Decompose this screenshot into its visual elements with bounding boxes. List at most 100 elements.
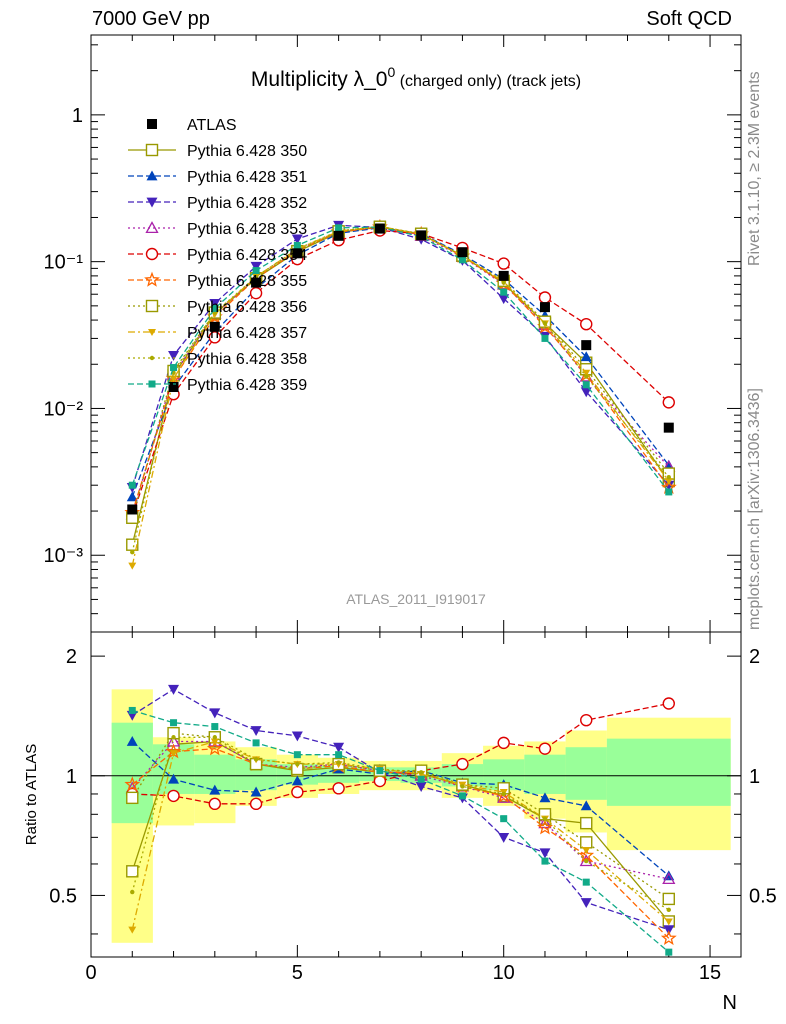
- data-point: [211, 304, 219, 312]
- legend-label: ATLAS: [187, 117, 237, 134]
- data-point: [126, 491, 138, 502]
- y-tick-label: 10⁻³: [44, 545, 84, 567]
- y-axis-main: 10⁻³ 10⁻² 10⁻¹ 1: [44, 44, 741, 633]
- legend-marker: [148, 329, 156, 336]
- data-point: [168, 350, 180, 361]
- ratio-point: [501, 791, 506, 797]
- ratio-point: [124, 776, 141, 792]
- data-point: [665, 488, 673, 496]
- ratio-point: [580, 898, 592, 908]
- data-point: [538, 291, 552, 304]
- ratio-point: [415, 782, 427, 792]
- y-tick-label: 10⁻²: [44, 398, 84, 420]
- ratio-point: [539, 848, 551, 859]
- ratio-point: [128, 926, 137, 934]
- series-355: [124, 218, 677, 520]
- legend-item: Pythia 6.428 358: [128, 351, 307, 368]
- data-point: [666, 475, 671, 480]
- x-axis-label: N: [723, 992, 737, 1014]
- data-point: [292, 248, 303, 259]
- ratio-point: [417, 775, 425, 783]
- chart-title: Multiplicity λ_00 (charged only) (track …: [251, 64, 581, 91]
- data-point: [127, 504, 138, 515]
- legend-label: Pythia 6.428 359: [187, 377, 307, 394]
- ratio-point: [209, 708, 221, 719]
- data-point: [374, 223, 385, 234]
- ratio-point: [336, 760, 341, 765]
- data-point: [582, 381, 590, 389]
- ratio-point: [665, 948, 673, 956]
- ratio-point: [418, 770, 424, 775]
- header-process: Soft QCD: [646, 8, 732, 30]
- data-point: [458, 256, 466, 264]
- ratio-y-axis-label: Ratio to ATLAS: [23, 744, 40, 845]
- ratio-point: [580, 800, 592, 811]
- ratio-point: [497, 736, 510, 750]
- data-point: [335, 224, 343, 232]
- legend-item: Pythia 6.428 359: [128, 377, 307, 394]
- ratio-point: [168, 773, 180, 784]
- data-point: [580, 351, 592, 362]
- data-point: [250, 261, 262, 272]
- ratio-point: [498, 832, 510, 843]
- y-tick-label: 1: [72, 105, 83, 127]
- legend-marker: [145, 299, 159, 313]
- y-tick-label: 10⁻¹: [44, 252, 84, 274]
- ratio-point: [458, 792, 466, 800]
- ratio-point: [538, 742, 552, 755]
- legend-item: Pythia 6.428 353: [128, 221, 307, 238]
- data-point: [498, 294, 510, 305]
- data-point: [293, 241, 301, 249]
- y-tick-label: 1: [66, 766, 77, 788]
- legend-marker: [145, 247, 159, 261]
- data-point: [662, 396, 675, 409]
- data-point: [209, 298, 221, 309]
- ratio-point: [333, 742, 345, 753]
- ratio-point: [250, 726, 262, 736]
- ratio-point: [208, 797, 222, 811]
- ratio-point: [580, 836, 593, 849]
- legend-item: Pythia 6.428 356: [128, 299, 307, 316]
- data-point: [251, 277, 262, 288]
- data-point: [498, 270, 509, 281]
- legend-marker: [144, 271, 160, 287]
- legend-marker: [145, 143, 159, 157]
- data-point: [539, 302, 550, 313]
- ratio-point: [209, 784, 221, 795]
- band-inner-bin: [524, 754, 566, 794]
- data-point: [581, 340, 592, 351]
- ratio-point: [542, 816, 548, 821]
- ratio-point: [662, 892, 675, 906]
- y-tick-label: 2: [66, 646, 77, 668]
- data-point: [333, 230, 344, 241]
- ratio-point: [541, 857, 549, 865]
- legend-label: Pythia 6.428 354: [187, 247, 307, 264]
- ratio-point: [126, 865, 139, 878]
- y-tick-label-right: 0.5: [749, 885, 777, 907]
- y-tick-label: 0.5: [49, 885, 77, 907]
- ratio-point: [582, 847, 591, 855]
- data-point: [542, 321, 548, 326]
- ratio-point: [580, 713, 593, 727]
- data-point: [252, 267, 260, 275]
- legend: ATLAS Pythia 6.428 350 Pythia 6.428 351 Pyt…: [128, 117, 307, 394]
- series-atlas: [127, 223, 674, 515]
- data-point: [291, 234, 303, 245]
- ratio-point: [584, 858, 589, 864]
- data-point: [169, 375, 178, 383]
- ratio-point: [130, 889, 135, 895]
- legend-item: Pythia 6.428 352: [128, 195, 307, 212]
- data-point: [580, 387, 592, 398]
- legend-label: Pythia 6.428 357: [187, 325, 307, 342]
- ratio-point: [500, 815, 508, 823]
- data-point: [457, 247, 468, 258]
- x-tick-label: 15: [699, 962, 721, 984]
- legend-item: Pythia 6.428 351: [128, 169, 307, 186]
- x-tick-label: 5: [292, 962, 303, 984]
- legend-item: ATLAS: [147, 117, 237, 134]
- ratio-point: [295, 761, 300, 767]
- ratio-point: [170, 719, 178, 727]
- ratio-point: [126, 735, 138, 746]
- ratio-point: [252, 739, 260, 747]
